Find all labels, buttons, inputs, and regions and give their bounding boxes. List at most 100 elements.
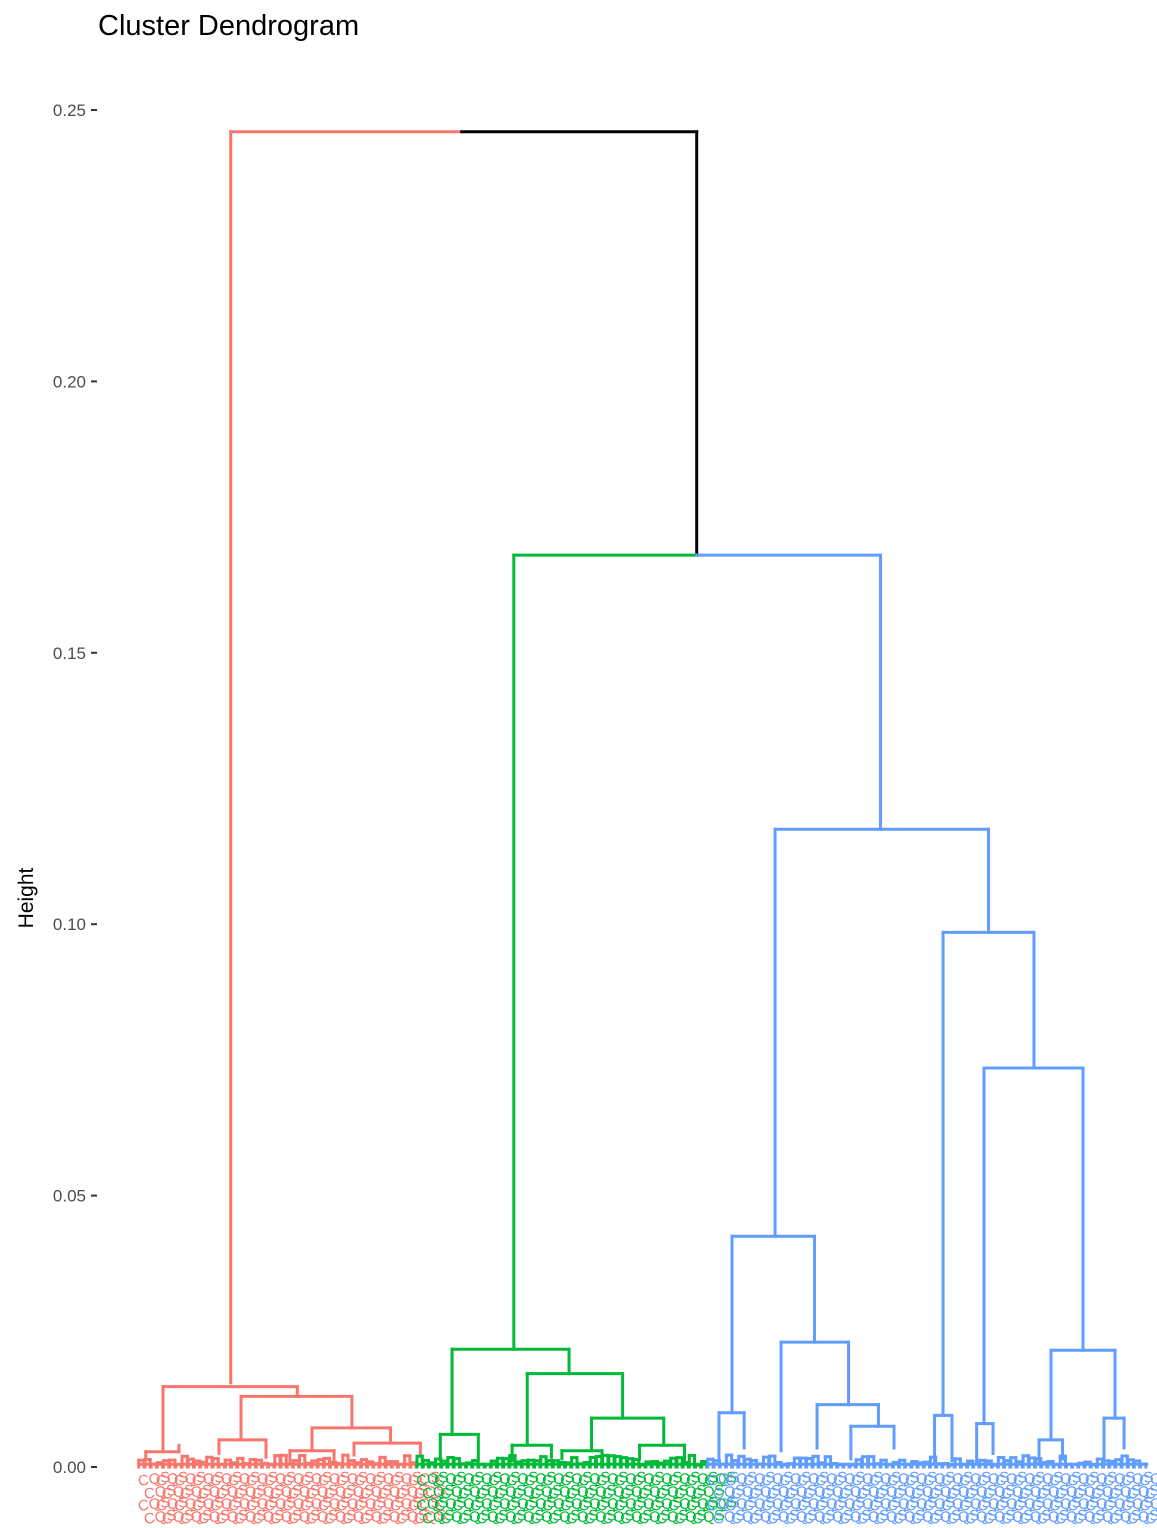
leaf-label: CQS (197, 1507, 232, 1528)
leaf-label: CQS (946, 1482, 981, 1503)
leaf-label: CQS (493, 1482, 528, 1503)
leaf-label: CQS (778, 1469, 813, 1490)
leaf-label: CQS (227, 1494, 262, 1515)
leaf-label: CQS (886, 1469, 921, 1490)
leaf-label: CQS (673, 1507, 708, 1528)
leaf-label: CQS (874, 1507, 909, 1528)
leaf-label: CQS (407, 1469, 442, 1490)
leaf-label: CQS (1108, 1507, 1143, 1528)
leaf-label: CQS (1072, 1482, 1107, 1503)
leaf-label: CQS (245, 1469, 280, 1490)
leaf-label: CQS (1090, 1507, 1125, 1528)
leaf-label: CQS (868, 1469, 903, 1490)
leaf-label: CQS (940, 1469, 975, 1490)
leaf-label: CQS (802, 1507, 837, 1528)
leaf-label: CQS (832, 1469, 867, 1490)
leaf-label: CQS (439, 1482, 474, 1503)
leaf-label: CQS (1054, 1482, 1089, 1503)
leaf-label: CQS (655, 1507, 690, 1528)
leaf-label: CQS (1066, 1494, 1101, 1515)
leaf-label: CQS (1120, 1469, 1155, 1490)
leaf-label: CQS (299, 1469, 334, 1490)
leaf-label: CQS (850, 1494, 885, 1515)
leaf-label: CQS (547, 1507, 582, 1528)
leaf-label: CQS (395, 1482, 430, 1503)
leaf-label: CQS (1012, 1469, 1047, 1490)
leaf-label: CQS (724, 1469, 759, 1490)
leaf-label: CQS (814, 1469, 849, 1490)
y-tick-label: 0.25 (53, 101, 86, 120)
leaf-label: CQS (631, 1469, 666, 1490)
y-tick-label: 0.15 (53, 644, 86, 663)
leaf-label: CQS (691, 1507, 726, 1528)
leaf-label: CQS (281, 1494, 316, 1515)
leaf-label: CQS (760, 1494, 795, 1515)
leaf-label: CQS (523, 1469, 558, 1490)
leaf-label: CQS (703, 1494, 738, 1515)
leaf-label: CQS (601, 1507, 636, 1528)
leaf-label: CQS (389, 1469, 424, 1490)
leaf-label: CQS (475, 1482, 510, 1503)
leaf-labels: CQSCQSCQSCQSCQSCQSCQSCQSCQSCQSCQSCQSCQSC… (137, 1469, 1157, 1528)
leaf-label: CQS (155, 1494, 190, 1515)
leaf-label: CQS (1030, 1469, 1065, 1490)
leaf-label: CQS (601, 1482, 636, 1503)
leaf-label: CQS (439, 1507, 474, 1528)
leaf-label: CQS (529, 1482, 564, 1503)
leaf-label: CQS (215, 1507, 250, 1528)
leaf-label: CQS (595, 1469, 630, 1490)
leaf-label: CQS (173, 1469, 208, 1490)
leaf-label: CQS (161, 1507, 196, 1528)
leaf-label: CQS (1144, 1507, 1157, 1528)
leaf-label: CQS (353, 1494, 388, 1515)
leaf-label: CQS (1126, 1482, 1157, 1503)
leaf-label: CQS (341, 1482, 376, 1503)
leaf-label: CQS (197, 1482, 232, 1503)
leaf-label: CQS (251, 1482, 286, 1503)
leaf-label: CQS (802, 1482, 837, 1503)
leaf-label: CQS (433, 1494, 468, 1515)
leaf-label: CQS (796, 1494, 831, 1515)
leaf-label: CQS (886, 1494, 921, 1515)
leaf-label: CQS (305, 1482, 340, 1503)
leaf-label: CQS (245, 1494, 280, 1515)
leaf-label: CQS (946, 1507, 981, 1528)
leaf-label: CQS (850, 1469, 885, 1490)
leaf-label: CQS (1138, 1469, 1157, 1490)
leaf-label: CQS (505, 1469, 540, 1490)
leaf-label: CQS (814, 1494, 849, 1515)
leaf-label: CQS (928, 1482, 963, 1503)
leaf-label: CQS (415, 1469, 450, 1490)
leaf-label: CQS (317, 1494, 352, 1515)
leaf-label: CQS (263, 1469, 298, 1490)
leaf-label: CQS (778, 1494, 813, 1515)
leaf-label: CQS (451, 1469, 486, 1490)
leaf-label: CQS (505, 1494, 540, 1515)
leaf-label: CQS (703, 1469, 738, 1490)
leaf-label: CQS (1102, 1494, 1137, 1515)
leaf-label: CQS (613, 1494, 648, 1515)
leaf-label: CQS (595, 1494, 630, 1515)
leaf-label: CQS (371, 1469, 406, 1490)
leaf-label: CQS (341, 1507, 376, 1528)
leaf-label: CQS (655, 1482, 690, 1503)
leaf-label: CQS (892, 1482, 927, 1503)
leaf-label: CQS (469, 1469, 504, 1490)
leaf-label: CQS (958, 1494, 993, 1515)
leaf-label: CQS (922, 1494, 957, 1515)
leaf-label: CQS (395, 1507, 430, 1528)
leaf-label: CQS (940, 1494, 975, 1515)
leaf-label: CQS (856, 1482, 891, 1503)
leaf-label: CQS (173, 1494, 208, 1515)
y-tick-label: 0.20 (53, 372, 86, 391)
leaf-label: CQS (784, 1507, 819, 1528)
leaf-label: CQS (143, 1482, 178, 1503)
leaf-label: CQS (994, 1494, 1029, 1515)
leaf-label: CQS (619, 1482, 654, 1503)
leaf-label: CQS (1120, 1494, 1155, 1515)
leaf-label: CQS (685, 1469, 720, 1490)
leaf-label: CQS (413, 1482, 448, 1503)
leaf-label: CQS (922, 1469, 957, 1490)
leaf-label: CQS (287, 1507, 322, 1528)
leaf-label: CQS (323, 1507, 358, 1528)
